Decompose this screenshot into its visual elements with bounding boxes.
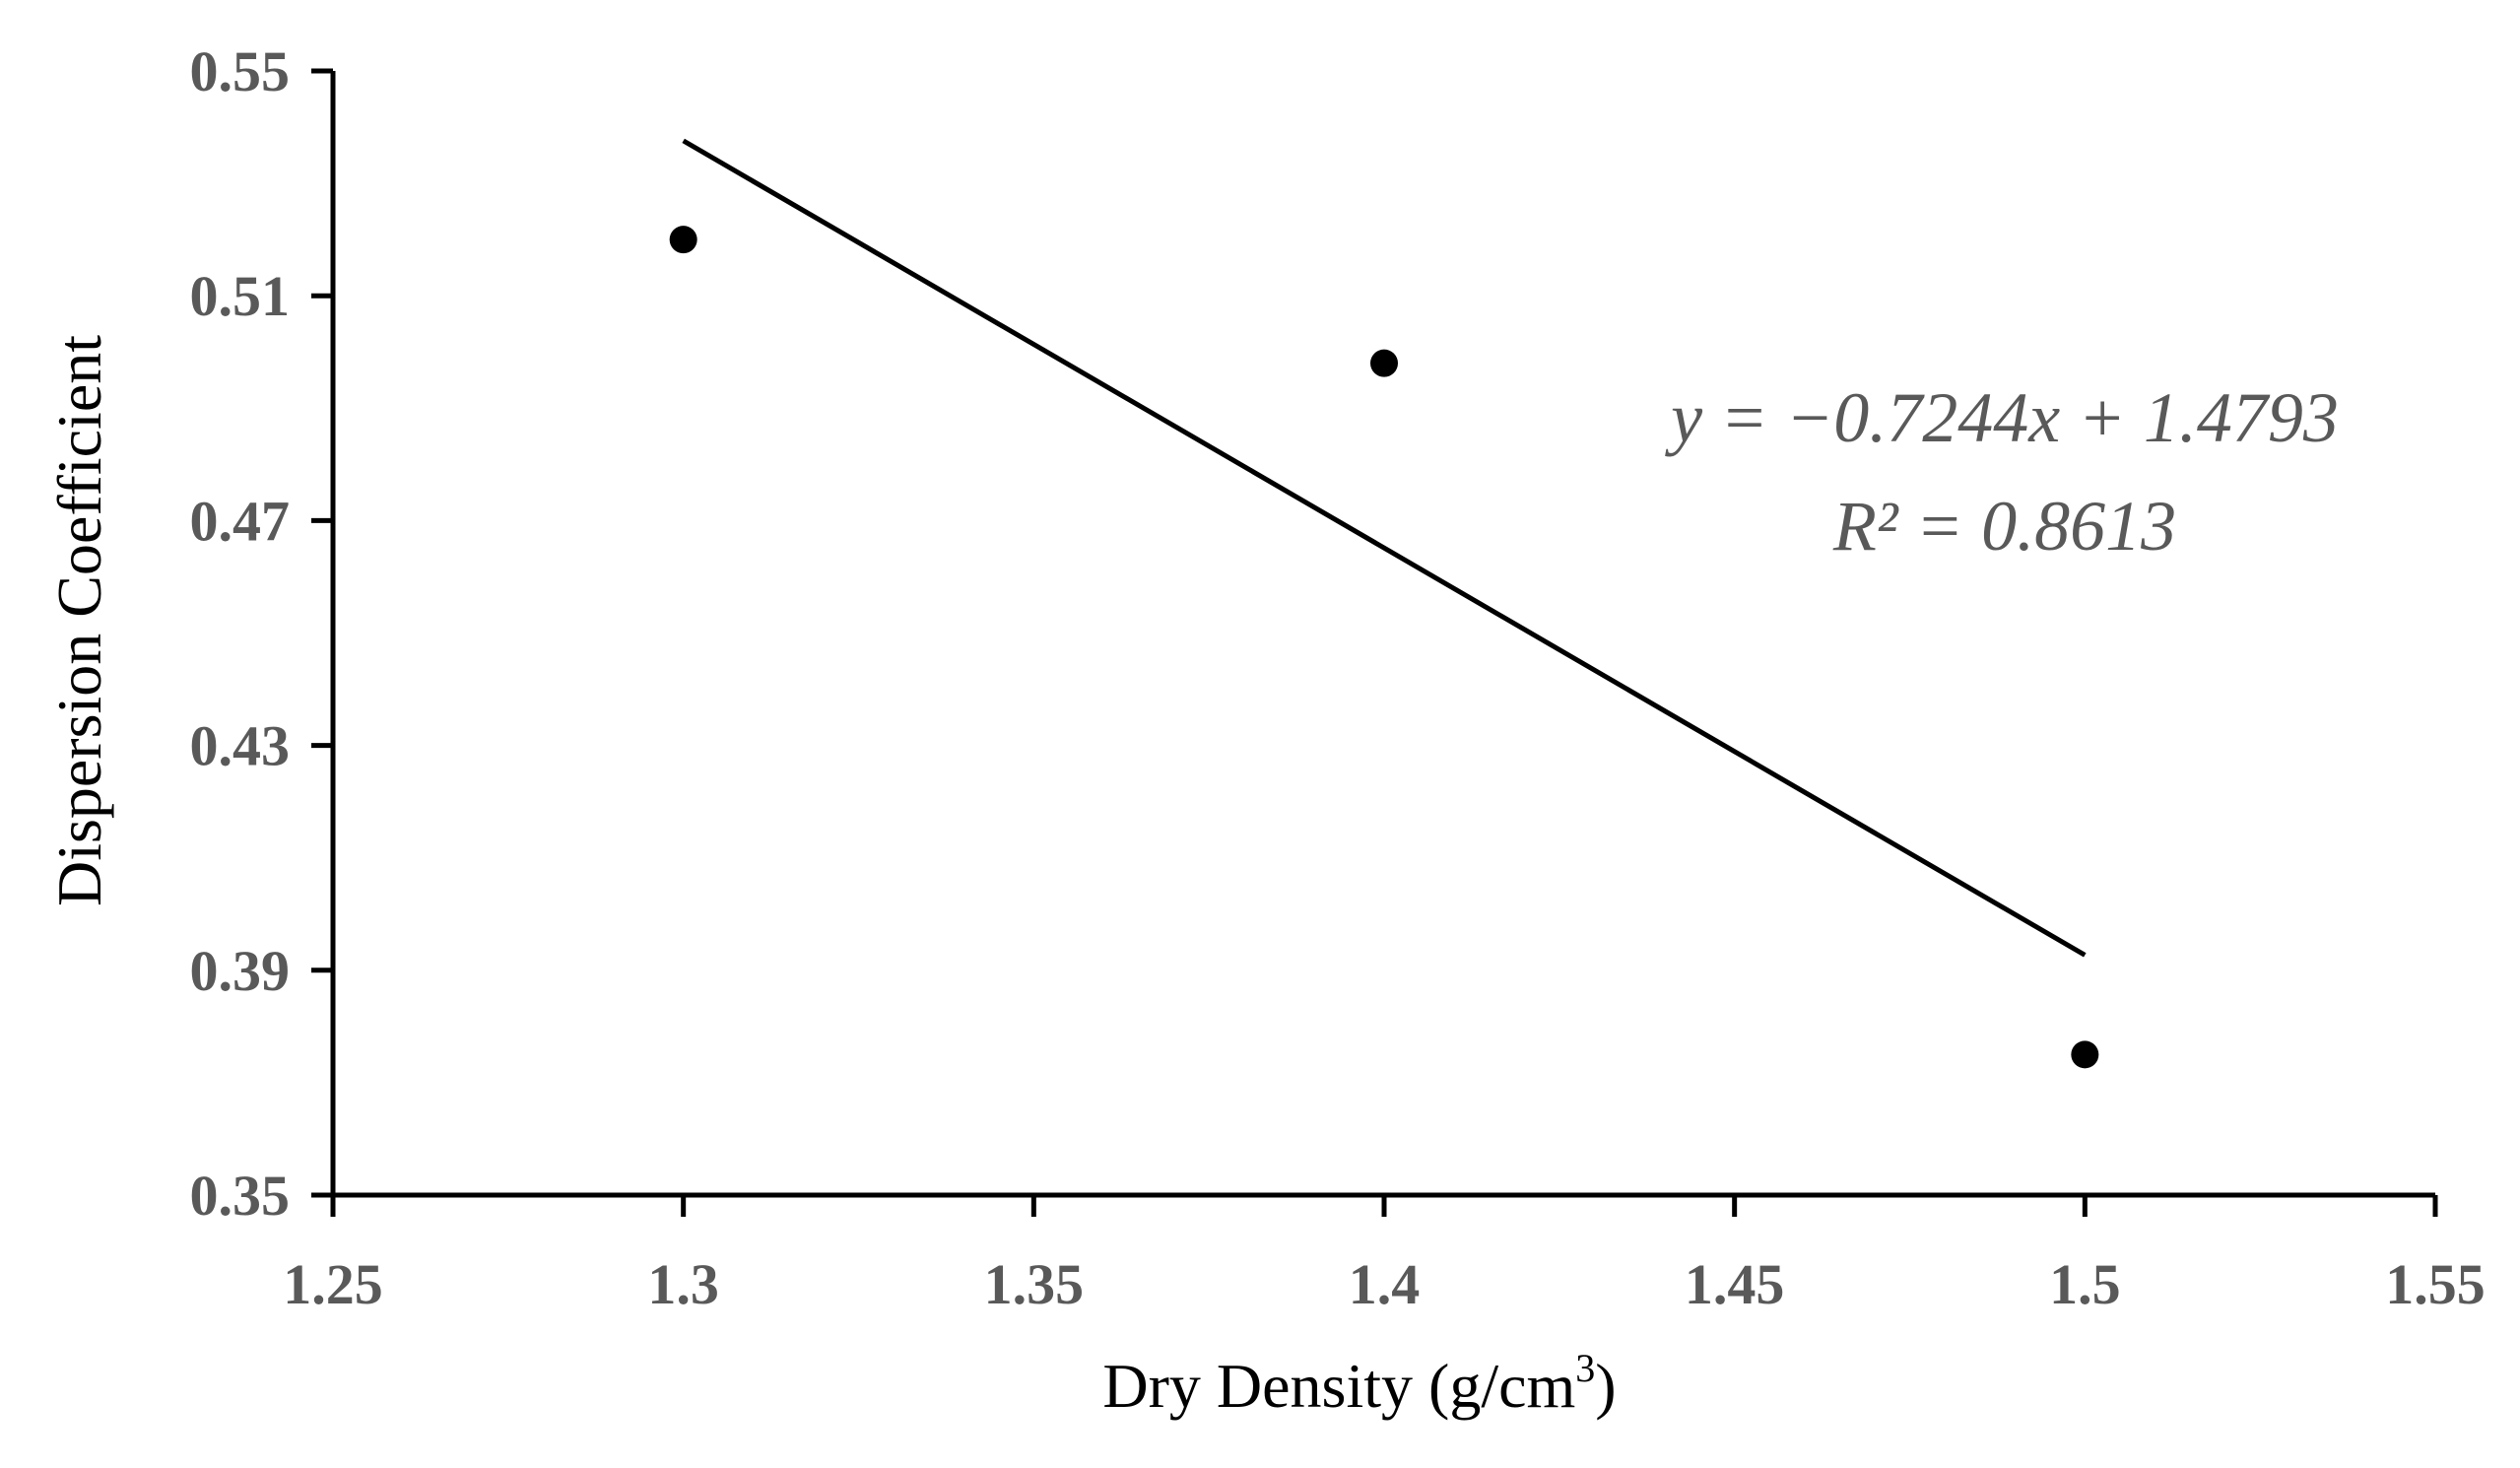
x-tick-label: 1.4 [1349,1252,1421,1316]
x-tick-label: 1.5 [2049,1252,2121,1316]
y-axis-title: Dispersion Coefficient [44,335,114,906]
data-points [669,226,2099,1069]
x-tick-label: 1.35 [984,1252,1085,1316]
y-tick-label: 0.39 [190,939,291,1003]
y-tick-label: 0.35 [190,1164,291,1228]
y-tick-label: 0.47 [190,489,291,553]
trendline-group [682,138,2087,958]
x-axis-ticks: 1.25 1.3 1.35 1.4 1.45 1.5 1.55 [283,1195,2486,1316]
x-axis-title-end: ) [1595,1351,1616,1421]
x-axis-title-sup: 3 [1575,1346,1595,1390]
y-tick-label: 0.55 [190,39,291,103]
y-tick-label: 0.43 [190,714,291,778]
x-tick-label: 1.25 [283,1252,383,1316]
axes [330,71,2435,1198]
data-point [669,226,697,254]
trendline [682,138,2087,958]
y-axis-ticks: 0.35 0.39 0.43 0.47 0.51 0.55 [190,39,333,1228]
x-tick-label: 1.45 [1685,1252,1785,1316]
x-axis-title: Dry Density (g/cm3) [1102,1346,1616,1421]
data-point [2071,1040,2099,1069]
trendline-r-squared: R² = 0.8613 [1832,487,2176,566]
x-axis-title-main: Dry Density (g/cm [1102,1351,1575,1421]
y-tick-label: 0.51 [190,264,291,328]
x-tick-label: 1.55 [2385,1252,2486,1316]
trendline-equation: y = −0.7244x + 1.4793 [1664,378,2339,457]
x-tick-label: 1.3 [647,1252,719,1316]
data-point [1370,349,1398,377]
